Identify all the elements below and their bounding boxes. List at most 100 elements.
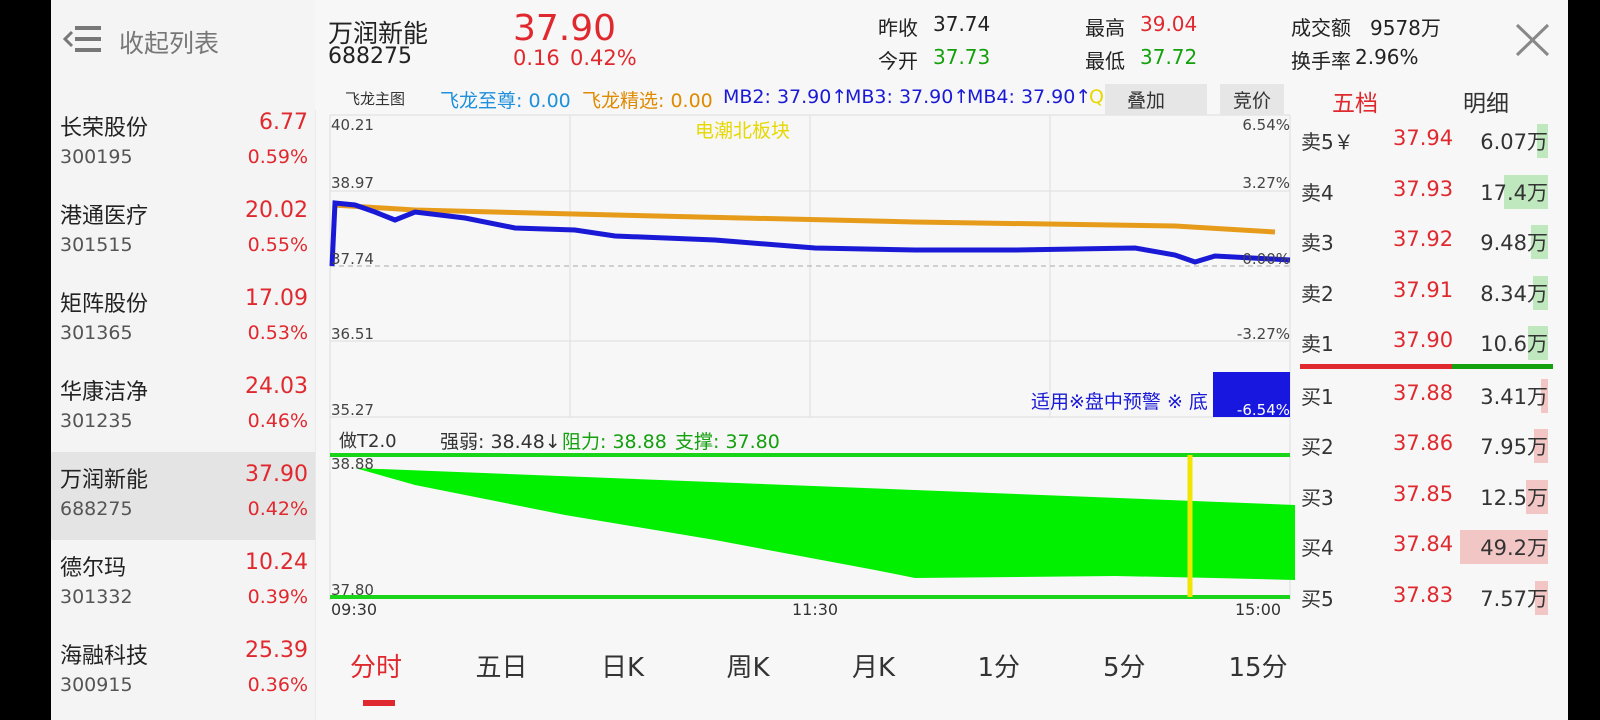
stock-name[interactable]: 德尔玛 [60, 556, 127, 581]
period-tab[interactable]: 日K [601, 653, 645, 683]
stock-name[interactable]: 长荣股份 [60, 116, 149, 141]
period-tab[interactable]: 15分 [1228, 653, 1288, 683]
period-tab[interactable]: 分时 [350, 653, 403, 683]
sub-area [355, 468, 1295, 580]
stock-code: 301365 [60, 322, 133, 344]
close-icon[interactable] [1515, 23, 1550, 57]
stat-label: 最高 [1085, 16, 1125, 40]
stat-value: 2.96% [1355, 45, 1419, 69]
selected-row[interactable] [51, 452, 315, 540]
book-label: 买4 [1301, 536, 1334, 560]
stock-pct: 0.55% [247, 234, 308, 256]
menu-icon[interactable] [63, 24, 103, 56]
price-label: 36.51 [331, 325, 374, 343]
period-tab[interactable]: 五日 [475, 653, 528, 683]
pct-label: 6.54% [1242, 116, 1290, 134]
book-price: 37.90 [1393, 328, 1454, 352]
collapse-list[interactable]: 收起列表 [119, 29, 220, 58]
stock-name[interactable]: 港通医疗 [60, 204, 149, 229]
book-volume: 17.4万 [1480, 180, 1548, 205]
price-label: 35.27 [331, 401, 374, 419]
indicator-value: 飞龙精选: 0.00 [582, 90, 713, 112]
stat-value: 39.04 [1140, 12, 1198, 36]
book-price: 37.83 [1393, 582, 1454, 607]
sub-value: 强弱: 38.48↓ [440, 431, 561, 453]
book-tab[interactable]: 明细 [1463, 91, 1509, 117]
time-label: 11:30 [792, 600, 839, 619]
quote-change: 0.16 [513, 46, 560, 70]
price-label: 37.74 [331, 250, 374, 268]
grid [315, 110, 1291, 720]
book-price: 37.84 [1393, 532, 1454, 556]
stat-label: 成交额 [1291, 16, 1351, 40]
auction-button[interactable]: 竞价 [1220, 84, 1285, 115]
period-tab[interactable]: 周K [726, 653, 770, 683]
book-label: 买2 [1301, 435, 1334, 459]
chart-drawing [315, 23, 1550, 720]
sidebar: 收起列表 长荣股份 300195 6.77 0.59% 港通医疗 301515 20.02 0… [51, 0, 315, 720]
stat-label: 昨收 [878, 16, 918, 40]
volume-bar [1531, 225, 1548, 259]
period-tab[interactable]: 月K [852, 653, 896, 683]
price-label: 38.97 [331, 174, 374, 192]
stock-name[interactable]: 华康洁净 [60, 380, 149, 405]
pct-label: -6.54% [1236, 401, 1290, 419]
book-price: 37.93 [1393, 176, 1454, 201]
stock-price: 24.03 [245, 374, 308, 399]
volume-bar [1535, 580, 1548, 615]
book-label: 卖1 [1301, 332, 1334, 356]
stat-value: 9578万 [1370, 16, 1441, 40]
period-tab[interactable]: 1分 [977, 653, 1021, 683]
quote-name: 万润新能 [328, 19, 429, 48]
sub-indicator[interactable]: 做T2.0 [339, 431, 397, 452]
sub-label: 38.88 [331, 455, 374, 473]
stock-name[interactable]: 矩阵股份 [60, 292, 149, 317]
period-tab[interactable]: 5分 [1103, 653, 1146, 683]
book-volume: 6.07万 [1480, 130, 1548, 154]
volume-bar [1526, 479, 1548, 514]
book-tab[interactable]: 五档 [1332, 91, 1378, 117]
volume-bar [1528, 326, 1548, 360]
indicator-value: 飞龙至尊: 0.00 [440, 90, 571, 112]
main-indicator[interactable]: 飞龙主图 [345, 90, 406, 108]
book-label: 卖5￥ [1301, 130, 1354, 154]
book-price: 37.88 [1393, 380, 1454, 405]
stock-pct: 0.39% [247, 586, 308, 608]
stock-code: 301332 [60, 586, 133, 608]
stock-name[interactable]: 万润新能 [60, 468, 149, 493]
book-volume: 7.57万 [1480, 586, 1548, 611]
book-volume: 12.5万 [1480, 485, 1548, 510]
stock-price: 6.77 [259, 110, 308, 135]
book-volume: 8.34万 [1480, 281, 1548, 306]
volume-bar [1460, 530, 1548, 564]
stock-code: 301515 [60, 234, 133, 256]
stock-pct: 0.36% [247, 674, 308, 696]
sub-label: 37.80 [331, 581, 374, 599]
stat-value: 37.72 [1140, 45, 1198, 69]
time-label: 09:30 [331, 600, 378, 619]
book-price: 37.91 [1393, 277, 1454, 302]
book-price: 37.85 [1393, 481, 1454, 506]
stock-pct: 0.42% [247, 498, 308, 520]
book-volume: 49.2万 [1480, 536, 1548, 560]
stock-pct: 0.46% [247, 410, 308, 432]
quote-price: 37.90 [513, 8, 617, 49]
active-tab-bar [363, 700, 395, 706]
stock-code: 688275 [60, 498, 133, 520]
quote-code: 688275 [328, 44, 412, 69]
book-price: 37.92 [1393, 227, 1454, 251]
overlay-button[interactable]: 叠加 [1105, 84, 1208, 115]
quote-pct: 0.42% [570, 46, 637, 70]
price-label: 40.21 [331, 116, 374, 134]
book-label: 卖4 [1301, 180, 1334, 205]
sub-value: 阻力: 38.88 [562, 431, 667, 453]
book-label: 买1 [1301, 384, 1334, 409]
book-volume: 9.48万 [1480, 231, 1548, 255]
indicator-value: MB2: 37.90↑ [723, 86, 848, 108]
stock-name[interactable]: 海融科技 [60, 644, 149, 669]
stat-value: 37.73 [933, 45, 991, 69]
stat-label: 换手率 [1291, 49, 1351, 73]
stock-code: 300195 [60, 146, 133, 168]
book-label: 买3 [1301, 485, 1334, 510]
